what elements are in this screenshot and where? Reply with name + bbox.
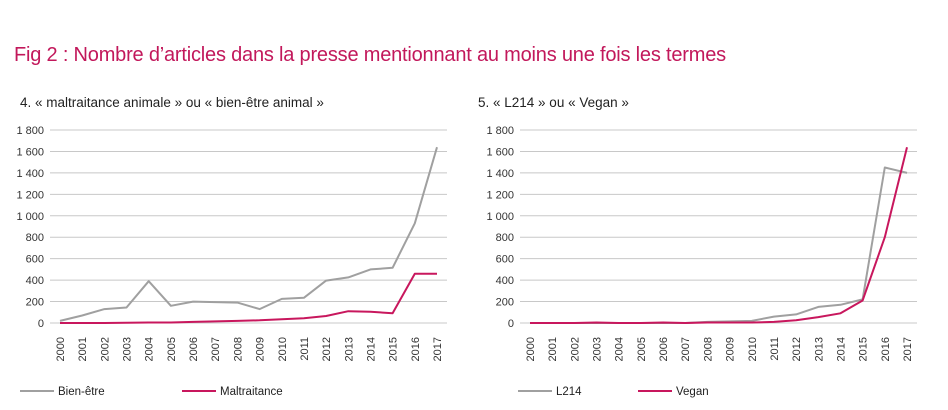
x-tick-label: 2003 [122,337,134,361]
x-tick-label: 2016 [410,337,422,361]
y-tick-label: 1 400 [16,168,44,180]
y-tick-label: 600 [496,254,514,266]
x-tick-label: 2000 [55,337,67,361]
x-tick-label: 2006 [188,337,200,361]
y-tick-label: 400 [496,275,514,287]
y-tick-label: 0 [508,318,514,330]
y-tick-label: 400 [26,275,44,287]
x-tick-label: 2011 [769,337,781,361]
series-line-maltraitance [60,272,437,324]
x-tick-label: 2000 [525,337,537,361]
x-tick-label: 2005 [166,337,178,361]
y-tick-label: 200 [496,297,514,309]
x-tick-label: 2017 [902,337,914,361]
x-tick-label: 2010 [277,337,289,361]
chart-l214-vegan: 0 200 400 600 800 1 000 1 200 1 400 1 600 1 800 20… [486,125,917,398]
x-tick-label: 2006 [658,337,670,361]
y-tick-label: 200 [26,297,44,309]
series-line-vegan [530,146,908,324]
x-tick-label: 2009 [725,337,737,361]
x-tick-label: 2012 [321,337,333,361]
x-tick-label: 2012 [791,337,803,361]
y-tick-label: 600 [26,254,44,266]
x-tick-label: 2004 [614,337,626,361]
y-tick-label: 800 [26,232,44,244]
figure-title: Fig 2 : Nombre d’articles dans la presse… [14,44,726,66]
x-tick-label: 2002 [569,337,581,361]
x-tick-label: 2007 [210,337,222,361]
x-tick-label: 2016 [880,337,892,361]
legend-label-vegan: Vegan [676,386,709,398]
x-tick-label: 2007 [680,337,692,361]
x-tick-label: 2009 [255,337,267,361]
x-tick-label: 2011 [299,337,311,361]
legend-label-l214: L214 [556,386,582,398]
x-tick-label: 2008 [702,337,714,361]
x-tick-label: 2013 [813,337,825,361]
y-tick-label: 1 200 [16,189,44,201]
x-tick-label: 2014 [365,337,377,361]
y-tick-label: 1 800 [16,125,44,137]
y-tick-label: 1 600 [486,146,514,158]
y-tick-label: 0 [38,318,44,330]
x-tick-label: 2014 [835,337,847,361]
y-tick-label: 1 800 [486,125,514,137]
y-tick-label: 1 000 [486,211,514,223]
x-tick-label: 2002 [99,337,111,361]
legend-label-bien-etre: Bien-être [58,386,105,398]
series-line-l214 [530,166,908,324]
y-tick-label: 800 [496,232,514,244]
x-tick-label: 2008 [232,337,244,361]
y-tick-label: 1 000 [16,211,44,223]
legend-label-maltraitance: Maltraitance [220,386,283,398]
chart-title-maltraitance: 4. « maltraitance animale » ou « bien-êt… [20,95,324,110]
y-tick-label: 1 600 [16,146,44,158]
x-tick-label: 2001 [547,337,559,361]
x-tick-label: 2004 [144,337,156,361]
x-tick-label: 2010 [747,337,759,361]
x-tick-label: 2013 [343,337,355,361]
y-tick-label: 1 400 [486,168,514,180]
series-line-bien-etre [59,146,438,322]
x-tick-label: 2017 [432,337,444,361]
x-tick-label: 2015 [858,337,870,361]
x-tick-label: 2015 [388,337,400,361]
chart-title-l214-vegan: 5. « L214 » ou « Vegan » [478,95,629,110]
x-tick-label: 2005 [636,337,648,361]
x-tick-label: 2003 [592,337,604,361]
y-tick-label: 1 200 [486,189,514,201]
x-tick-label: 2001 [77,337,89,361]
chart-maltraitance-bienetre: 0 200 400 600 800 1 000 1 200 1 400 1 600 1 800 20… [16,125,447,398]
